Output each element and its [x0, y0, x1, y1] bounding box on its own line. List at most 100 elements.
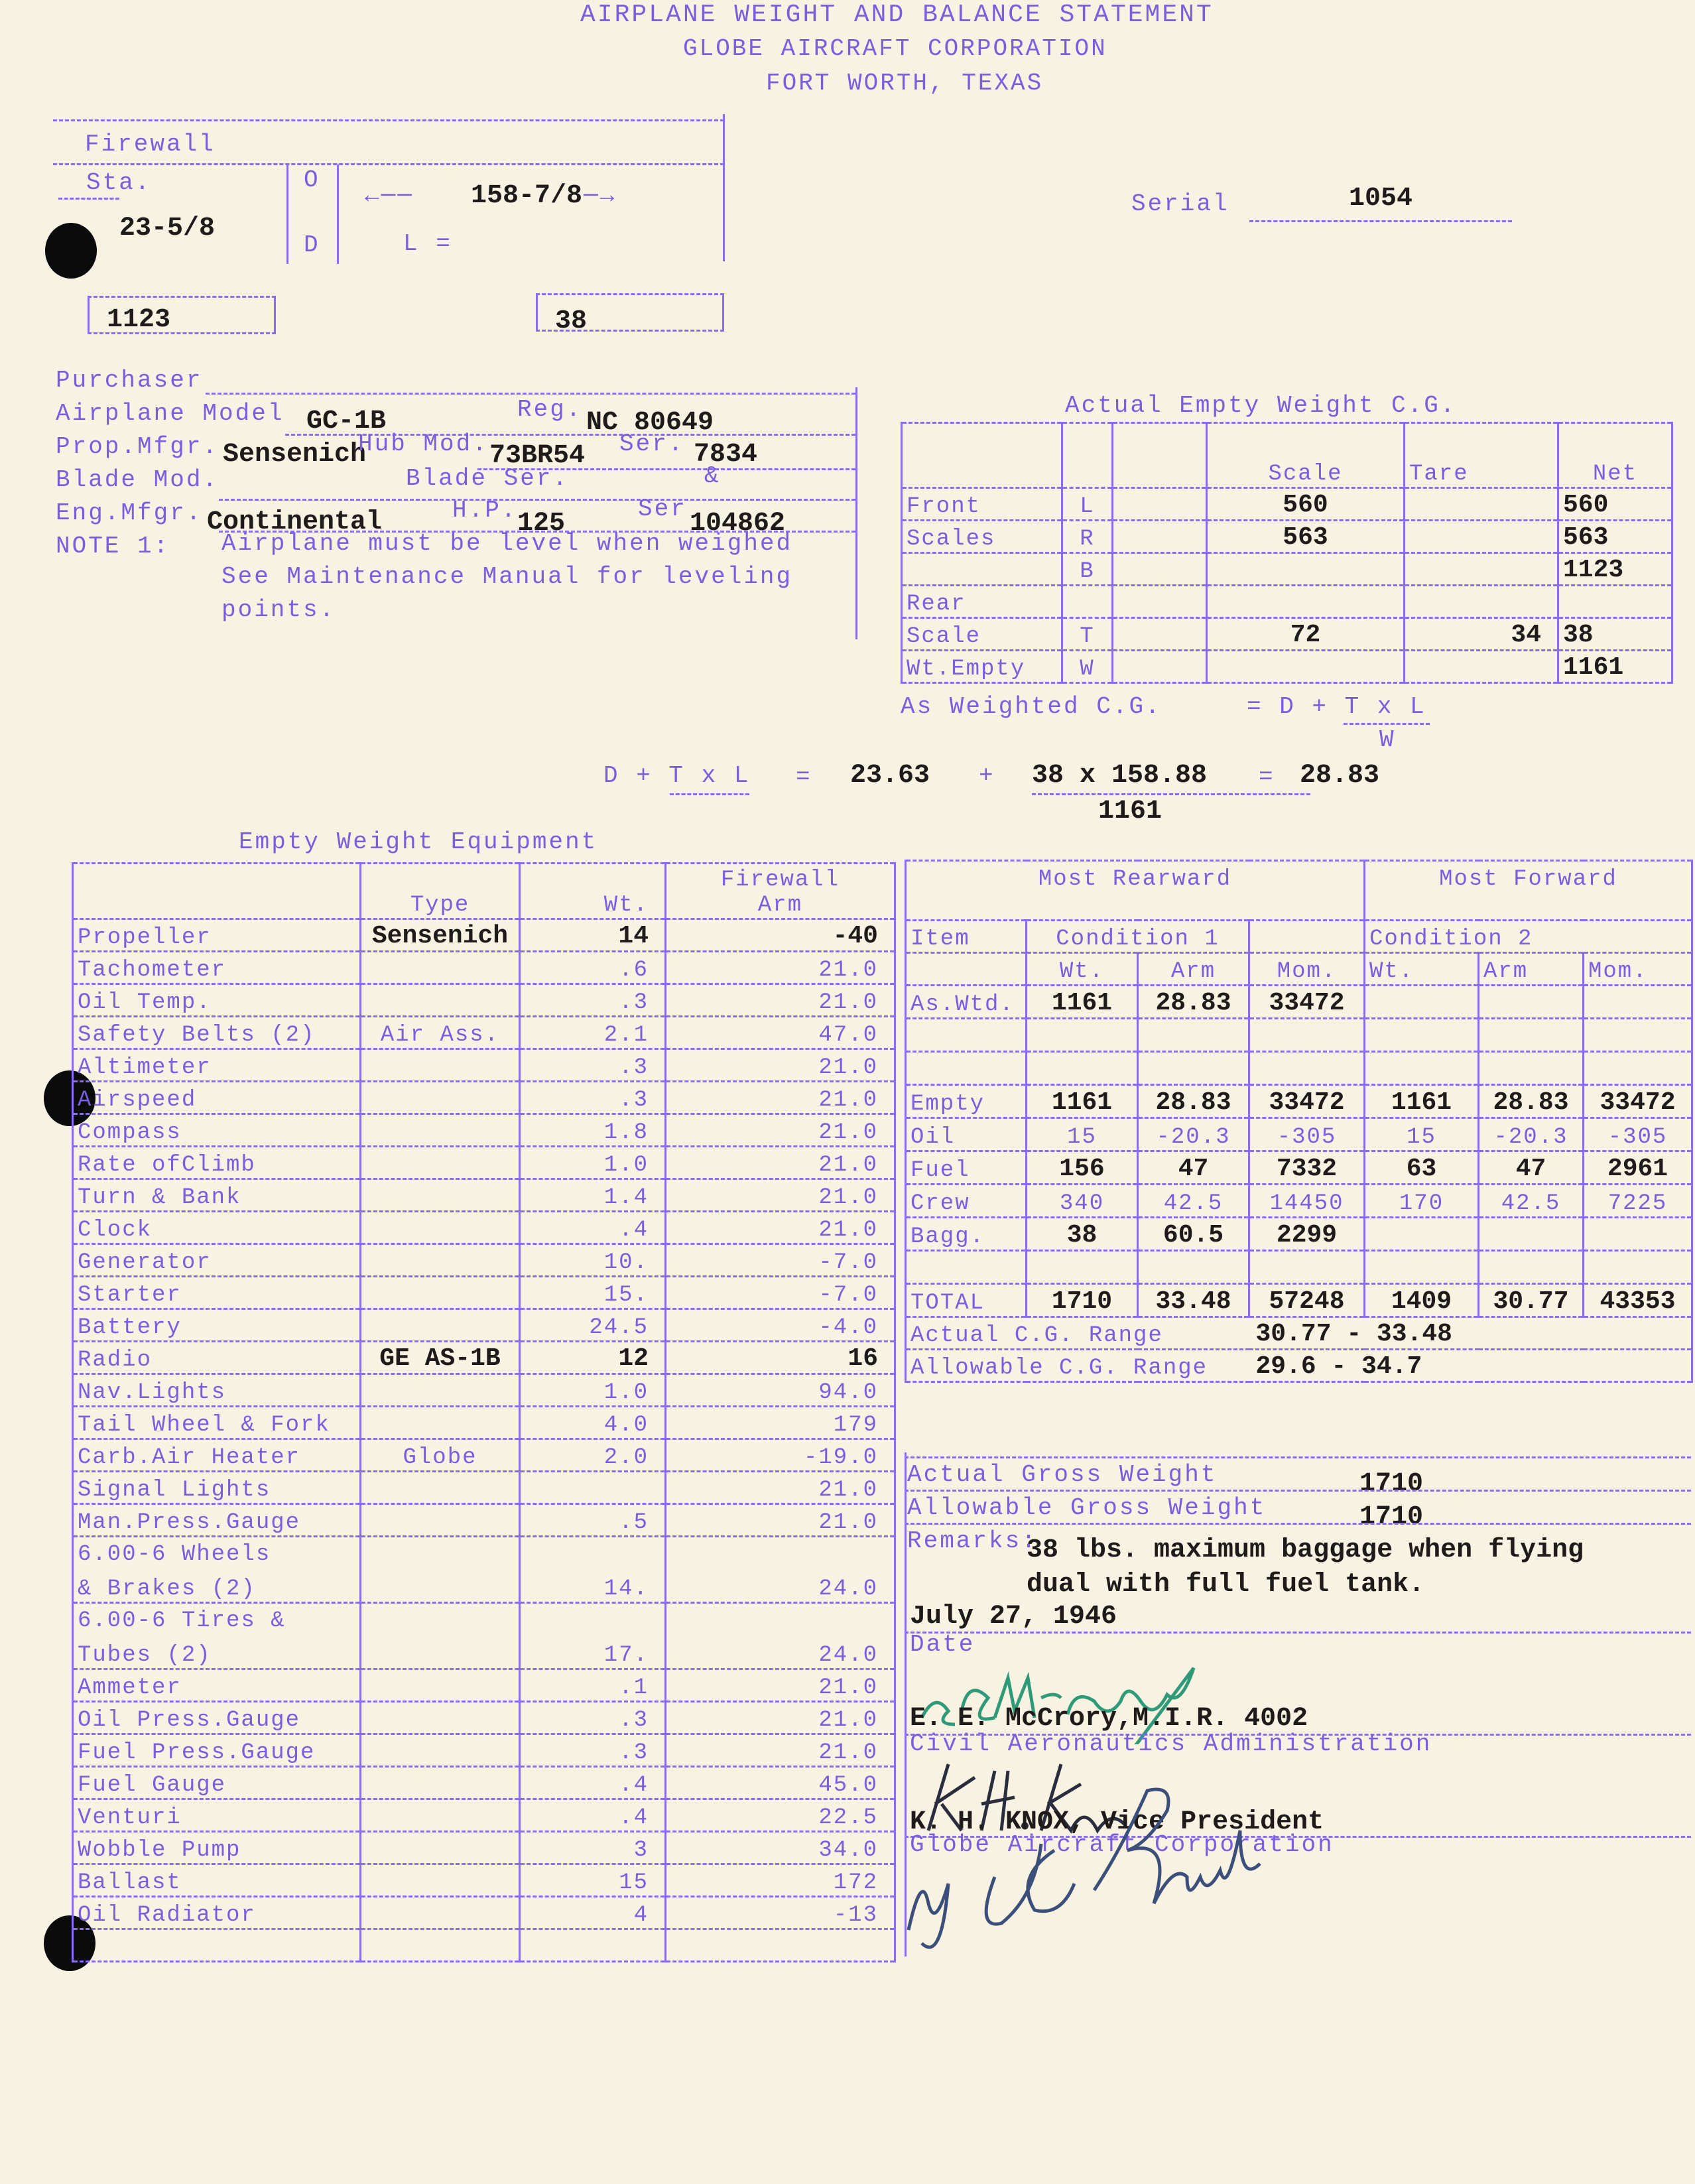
condition-1-header: Condition 1 — [1025, 919, 1250, 954]
loading-cell: 43353 — [1582, 1283, 1694, 1318]
loading-cell — [1025, 1017, 1139, 1053]
equipment-item-label: Fuel Gauge — [78, 1773, 227, 1798]
table-row: Propeller Sensenich 14 -40 — [72, 918, 896, 952]
blank-cell — [1111, 487, 1208, 521]
equipment-item: Oil Temp. — [72, 983, 361, 1017]
equipment-table: Type Wt. Firewall Arm Propeller Sensenich 1… — [72, 862, 896, 1962]
equipment-type — [359, 1895, 521, 1930]
loading-cell: 33472 — [1248, 1084, 1365, 1119]
equipment-type — [359, 1405, 521, 1440]
table-row: Front L 560 560 — [901, 487, 1673, 521]
equipment-item: Wobble Pump — [72, 1831, 361, 1865]
blank-cell — [1111, 584, 1208, 619]
cg-net-cell: 1123 — [1557, 552, 1673, 586]
blank-cell — [664, 1928, 896, 1962]
table-row: Scale T 72 34 38 — [901, 617, 1673, 651]
equipment-item-label: Tubes (2) — [78, 1643, 212, 1668]
d-label: D — [304, 231, 320, 259]
column-header — [901, 422, 1063, 489]
column-header-arm: Firewall Arm — [664, 862, 896, 920]
loading-cell — [1582, 1216, 1694, 1252]
equipment-arm: -40 — [664, 918, 896, 952]
equipment-wt: 24.5 — [519, 1308, 666, 1342]
equipment-wt: 2.0 — [519, 1438, 666, 1472]
loading-cell — [1477, 984, 1584, 1019]
equipment-arm: 24.0 — [664, 1535, 896, 1604]
equipment-wt: 15 — [519, 1863, 666, 1897]
table-row: 6.00-6 Tires & Tubes (2) 17. 24.0 — [72, 1602, 896, 1670]
table-row: Rear — [901, 584, 1673, 619]
equipment-arm: 21.0 — [664, 1733, 896, 1767]
loading-cell — [1248, 1051, 1365, 1086]
equipment-type — [359, 1308, 521, 1342]
equipment-item-label: Wobble Pump — [78, 1838, 241, 1863]
equipment-type — [359, 1798, 521, 1832]
form-title: AIRPLANE WEIGHT AND BALANCE STATEMENT — [580, 1, 1214, 29]
loading-cell: 1161 — [1363, 1084, 1479, 1119]
equipment-arm: -4.0 — [664, 1308, 896, 1342]
loading-cell — [1363, 1051, 1479, 1086]
actual-cg-range-row: Actual C.G. Range 30.77 - 33.48 — [905, 1316, 1692, 1350]
table-row: Venturi .4 22.5 — [72, 1798, 896, 1832]
loading-cell — [1025, 1250, 1139, 1285]
equipment-item-label: Nav.Lights — [78, 1380, 227, 1405]
condition-2-header: Condition 2 — [1363, 919, 1694, 954]
date-value: July 27, 1946 — [910, 1602, 1117, 1632]
table-row: Fuel 156 47 7332 63 47 2961 — [905, 1150, 1694, 1185]
equipment-item: 6.00-6 Wheels & Brakes (2) — [72, 1535, 361, 1604]
equipment-wt: .3 — [519, 1048, 666, 1082]
loading-cell: 63 — [1363, 1150, 1479, 1185]
serial-label: Serial — [1131, 190, 1229, 218]
sta-label: Sta. — [86, 169, 152, 196]
cg-label-cell: Scale — [901, 617, 1063, 651]
loading-cell — [1248, 1250, 1365, 1285]
note-line: See Maintenance Manual for leveling — [221, 563, 793, 590]
condition-header-row: Item Condition 1 Condition 2 — [905, 919, 1694, 954]
loading-cell — [1363, 1017, 1479, 1053]
loading-item: Empty — [905, 1084, 1027, 1119]
blank-cell — [1111, 649, 1208, 684]
equipment-item-label: Tail Wheel & Fork — [78, 1413, 330, 1438]
remarks-label: Remarks: — [907, 1527, 1038, 1555]
equipment-wt: 1.0 — [519, 1145, 666, 1180]
table-row: Safety Belts (2) Air Ass. 2.1 47.0 — [72, 1015, 896, 1050]
formula-denominator: W — [1379, 726, 1396, 753]
equipment-arm: 21.0 — [664, 1210, 896, 1245]
cg-scale-cell — [1206, 584, 1405, 619]
firewall-label: Firewall — [85, 131, 216, 158]
l-label: L = — [403, 230, 452, 257]
table-row: 6.00-6 Wheels & Brakes (2) 14. 24.0 — [72, 1535, 896, 1604]
calc-denominator: 1161 — [1098, 797, 1162, 826]
equipment-wt: .3 — [519, 1701, 666, 1735]
table-row: Crew 340 42.5 14450 170 42.5 7225 — [905, 1183, 1694, 1218]
table-row: Oil Press.Gauge .3 21.0 — [72, 1701, 896, 1735]
loading-cell — [1477, 1216, 1584, 1252]
equipment-item-label: Propeller — [78, 925, 212, 950]
equipment-wt: 1.8 — [519, 1113, 666, 1147]
loading-cell: 33.48 — [1137, 1283, 1250, 1318]
equipment-arm: 24.0 — [664, 1602, 896, 1670]
sta-value: 23-5/8 — [119, 214, 216, 243]
blank-cell — [1248, 919, 1365, 954]
equipment-item-label: Signal Lights — [78, 1478, 271, 1503]
equipment-wt: .4 — [519, 1798, 666, 1832]
o-label: O — [304, 166, 320, 194]
punch-hole — [45, 223, 97, 279]
cg-tare-cell — [1403, 649, 1559, 684]
cg-tare-cell — [1403, 584, 1559, 619]
loading-cell — [1582, 1250, 1694, 1285]
empty-cg-title: Actual Empty Weight C.G. — [1065, 392, 1457, 419]
equipment-type: Sensenich — [359, 918, 521, 952]
equipment-item-label: Man.Press.Gauge — [78, 1510, 301, 1535]
equipment-item-label: & Brakes (2) — [78, 1576, 256, 1602]
purchaser-label: Purchaser — [56, 367, 203, 394]
equipment-wt: 14 — [519, 918, 666, 952]
column-header-arm-top: Firewall — [720, 867, 840, 893]
signature-knox — [926, 1764, 1125, 1834]
equipment-item: Ammeter — [72, 1668, 361, 1702]
equipment-item: Airspeed — [72, 1080, 361, 1115]
equipment-item: Oil Radiator — [72, 1895, 361, 1930]
loading-cell — [1363, 984, 1479, 1019]
cg-label-cell: Wt.Empty — [901, 649, 1063, 684]
table-row: Man.Press.Gauge .5 21.0 — [72, 1503, 896, 1537]
